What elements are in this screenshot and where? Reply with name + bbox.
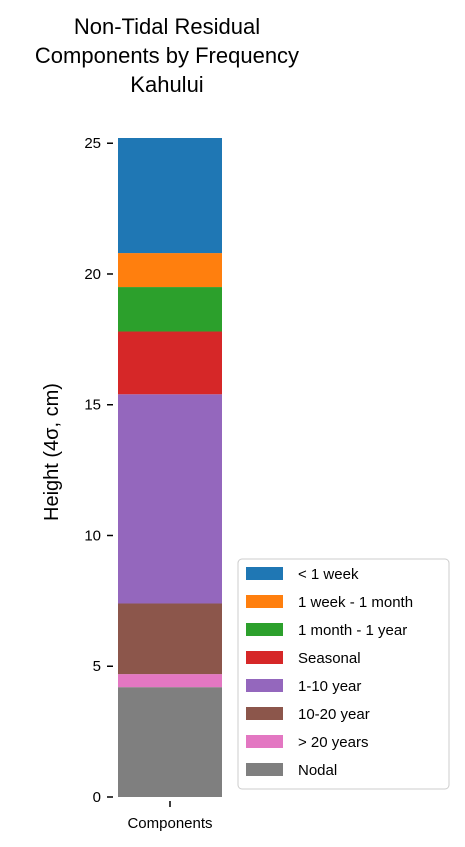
legend-label: Seasonal [298,650,361,667]
y-tick-label: 25 [84,135,101,152]
bar-segment-20-years [118,674,222,688]
y-axis-label: Height (4σ, cm) [41,383,63,521]
legend-label: 1 week - 1 month [298,594,413,611]
legend-swatch [246,707,283,720]
x-tick-label: Components [127,815,212,832]
legend-item-1-week-1-month[interactable]: 1 week - 1 month [246,594,413,611]
y-axis: 0 5 10 15 20 25 [84,135,113,806]
legend-item-1-10-year[interactable]: 1-10 year [246,678,361,695]
legend-item-1-week[interactable]: < 1 week [246,566,359,583]
legend-swatch [246,595,283,608]
bar-segment-10-20-year [118,603,222,675]
legend-label: 10-20 year [298,706,370,723]
bar-stack [118,138,222,797]
chart-title: Non-Tidal Residual Components by Frequen… [35,14,299,97]
y-tick-label: 10 [84,527,101,544]
legend-swatch [246,651,283,664]
y-tick-label: 20 [84,266,101,283]
bar-segment-seasonal [118,331,222,395]
legend[interactable]: < 1 week 1 week - 1 month 1 month - 1 year… [237,558,450,790]
legend-item-seasonal[interactable]: Seasonal [246,650,361,667]
legend-item-nodal[interactable]: Nodal [246,762,337,779]
legend-label: 1-10 year [298,678,361,695]
legend-item-10-20-year[interactable]: 10-20 year [246,706,370,723]
legend-label: Nodal [298,762,337,779]
legend-frame [237,558,450,790]
chart-title-line-2: Components by Frequency [35,43,299,68]
legend-label: 1 month - 1 year [298,622,407,639]
legend-label: < 1 week [298,566,359,583]
y-tick-label: 5 [93,658,101,675]
bar-segment-1-week [118,138,222,254]
bar-segment-1-10-year [118,394,222,604]
bar-segment-nodal [118,687,222,797]
legend-item-20-years[interactable]: > 20 years [246,734,368,751]
legend-swatch [246,567,283,580]
y-tick-label: 0 [93,789,101,806]
legend-label: > 20 years [298,734,368,751]
bar-segment-1-week-1-month [118,253,222,288]
legend-swatch [246,679,283,692]
y-tick-label: 15 [84,397,101,414]
legend-item-1-month-1-year[interactable]: 1 month - 1 year [246,622,407,639]
chart-title-line-1: Non-Tidal Residual [74,14,260,39]
bar-segment-1-month-1-year [118,287,222,332]
legend-swatch [246,735,283,748]
legend-swatch [246,623,283,636]
chart-title-line-3: Kahului [130,72,203,97]
legend-swatch [246,763,283,776]
x-axis: Components [127,801,213,832]
